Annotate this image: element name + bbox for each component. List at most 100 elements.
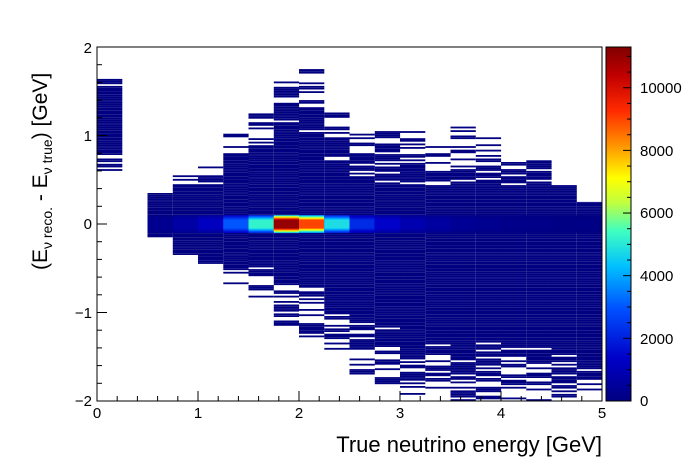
heatmap-cell [450,323,476,325]
heatmap-cell [450,211,476,214]
heatmap-cell [374,210,401,213]
heatmap-cell [526,271,552,274]
heatmap-cell [400,311,426,314]
heatmap-cell [475,149,502,152]
heatmap-cell [223,178,249,180]
heatmap-cell [324,146,350,148]
heatmap-cell [501,285,527,288]
heatmap-cell [400,393,426,395]
heatmap-cell [450,213,476,216]
heatmap-cell [450,204,476,207]
heatmap-cell [501,337,527,340]
heatmap-cell [551,340,577,343]
heatmap-cell [349,201,375,203]
heatmap-cell [425,337,451,340]
heatmap-cell [551,209,577,212]
heatmap-cell [450,285,476,288]
heatmap-cell [248,161,274,163]
heatmap-cell [97,91,123,93]
heatmap-cell [299,170,325,173]
heatmap-cell [172,233,199,236]
heatmap-cell [299,100,325,102]
heatmap-cell [324,255,350,258]
heatmap-cell [551,310,577,313]
heatmap-cell [248,212,274,215]
heatmap-core-bin [147,219,173,229]
heatmap-cell [425,301,451,304]
heatmap-cell [349,250,375,253]
heatmap-cell [576,261,603,263]
heatmap-cell [273,308,300,310]
heatmap-cell [324,149,350,152]
heatmap-cell [526,287,552,290]
heatmap-cell [501,374,527,377]
heatmap-cell [425,208,451,210]
heatmap-cell [551,376,577,378]
heatmap-cell [349,172,375,175]
heatmap-cell [349,208,375,210]
heatmap-cell [248,148,274,151]
heatmap-cell [526,317,552,320]
heatmap-cell [97,100,123,102]
heatmap-cell [349,339,375,341]
heatmap-cell [400,209,426,211]
heatmap-cell [425,314,451,317]
heatmap-cell [526,376,552,378]
heatmap-cell [475,206,502,209]
heatmap-cell [450,192,476,194]
heatmap-cell [551,197,577,200]
heatmap-cell [349,280,375,283]
heatmap-cell [374,274,401,277]
heatmap-cell [501,232,527,235]
heatmap-cell [526,294,552,297]
heatmap-cell [475,234,502,237]
heatmap-cell [273,283,300,286]
heatmap-cell [400,162,426,165]
heatmap-cell [450,275,476,278]
heatmap-cell [400,281,426,284]
heatmap-core-bin [526,219,552,229]
heatmap-cell [526,162,552,164]
heatmap-cell [273,102,300,105]
heatmap-cell [576,388,603,391]
heatmap-cell [400,292,426,294]
heatmap-cell [551,344,577,347]
heatmap-cell [299,144,325,147]
heatmap-cell [374,131,401,133]
heatmap-cell [299,243,325,246]
heatmap-cell [400,332,426,335]
heatmap-cell [526,309,552,311]
heatmap-cell [526,316,552,318]
heatmap-cell [273,272,300,275]
heatmap-cell [475,250,502,253]
heatmap-cell [501,294,527,297]
heatmap-cell [324,190,350,193]
heatmap-cell [198,253,224,255]
heatmap-cell [299,294,325,297]
heatmap-cell [97,117,123,120]
heatmap-cell [576,247,603,249]
heatmap-cell [374,203,401,206]
heatmap-cell [400,336,426,339]
heatmap-cell [299,178,325,180]
heatmap-cell [450,340,476,343]
heatmap-cell [400,285,426,287]
heatmap-cell [172,239,199,241]
y-axis-title-part-1: - E [29,174,52,207]
heatmap-cell [324,328,350,331]
colorbar-tick-label-0: 0 [640,393,648,410]
heatmap-cell [248,159,274,162]
heatmap-cell [551,300,577,302]
heatmap-cell [172,237,199,240]
heatmap-cell [299,156,325,159]
heatmap-cell [526,319,552,322]
heatmap-cell [198,191,224,194]
heatmap-cell [551,213,577,216]
heatmap-cell [324,261,350,263]
heatmap-cell [349,185,375,187]
heatmap-cell [450,346,476,348]
heatmap-cell [374,380,401,383]
heatmap-cell [475,335,502,338]
heatmap-cell [349,204,375,207]
heatmap-core-bin [223,219,249,229]
